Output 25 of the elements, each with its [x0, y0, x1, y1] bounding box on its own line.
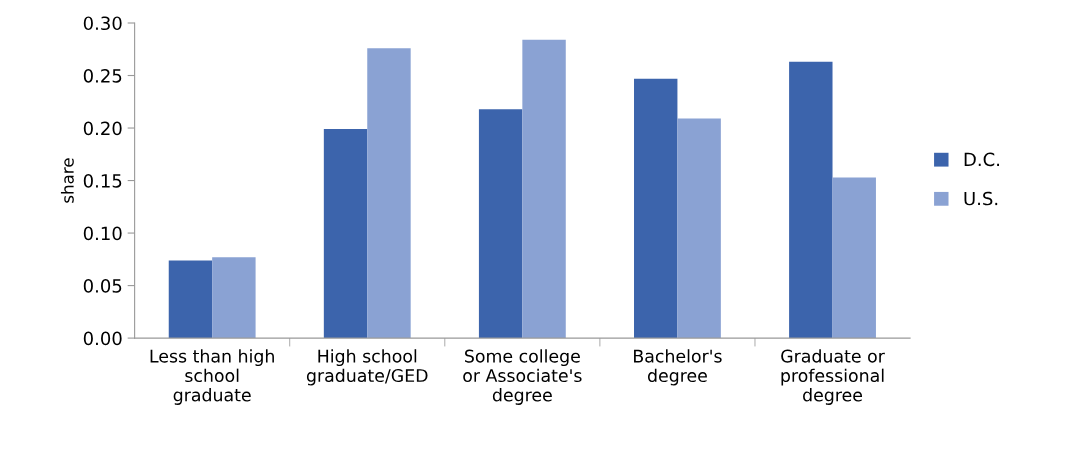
bar	[677, 118, 721, 339]
bar	[832, 177, 876, 339]
y-tick-label: 0.10	[83, 226, 122, 241]
bar	[789, 61, 833, 339]
x-tick-label: Less than high school graduate	[150, 349, 274, 405]
y-tick-label: 0.20	[83, 121, 122, 136]
x-tick-label: Some college or Associate's degree	[463, 349, 582, 405]
bar	[478, 109, 523, 339]
bar	[522, 39, 566, 339]
bar	[634, 78, 678, 339]
y-tick-label: 0.15	[83, 174, 122, 188]
bar	[212, 257, 256, 339]
bar	[367, 48, 411, 339]
y-tick-label: 0.00	[83, 331, 122, 346]
y-tick-label: 0.30	[83, 16, 122, 31]
legend-label: U.S.	[964, 191, 998, 206]
y-tick-label: 0.05	[83, 279, 122, 293]
y-axis-title: share	[60, 158, 74, 203]
x-tick-label: High school graduate/GED	[306, 349, 428, 386]
y-tick-label: 0.25	[83, 68, 122, 83]
bar	[168, 260, 213, 339]
bar	[323, 129, 368, 339]
x-tick-label: Graduate or professional degree	[781, 349, 885, 405]
legend-label: D.C.	[964, 152, 999, 167]
x-tick-label: Bachelor's degree	[634, 349, 722, 386]
